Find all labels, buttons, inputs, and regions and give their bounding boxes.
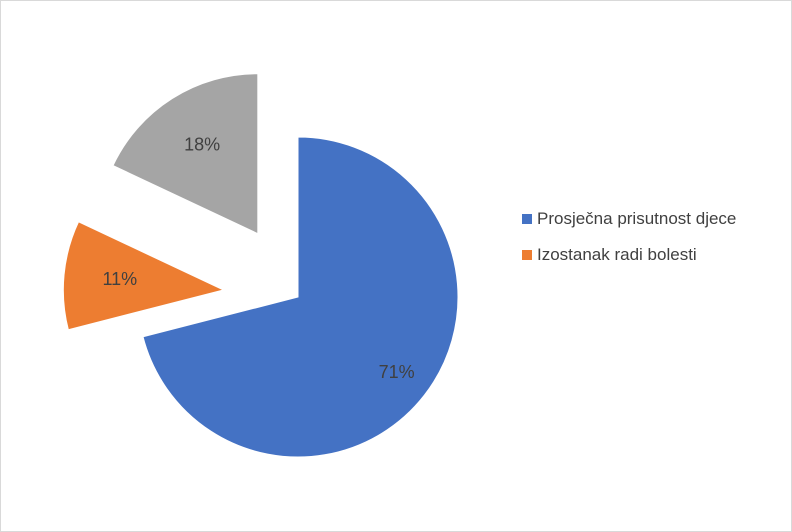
data-label: 71% xyxy=(379,362,415,382)
legend-swatch xyxy=(522,250,532,260)
data-label: 18% xyxy=(184,135,220,155)
legend: Prosječna prisutnost djece Izostanak radi… xyxy=(522,207,747,279)
legend-label: Prosječna prisutnost djece xyxy=(537,209,737,228)
legend-item: Prosječna prisutnost djece xyxy=(522,207,747,231)
legend-item: Izostanak radi bolesti xyxy=(522,243,747,267)
pie-slice xyxy=(142,136,459,458)
legend-label: Izostanak radi bolesti xyxy=(537,245,697,264)
data-label: 11% xyxy=(102,269,137,289)
pie-slice xyxy=(62,221,225,331)
pie-slice xyxy=(112,73,259,235)
legend-swatch xyxy=(522,214,532,224)
